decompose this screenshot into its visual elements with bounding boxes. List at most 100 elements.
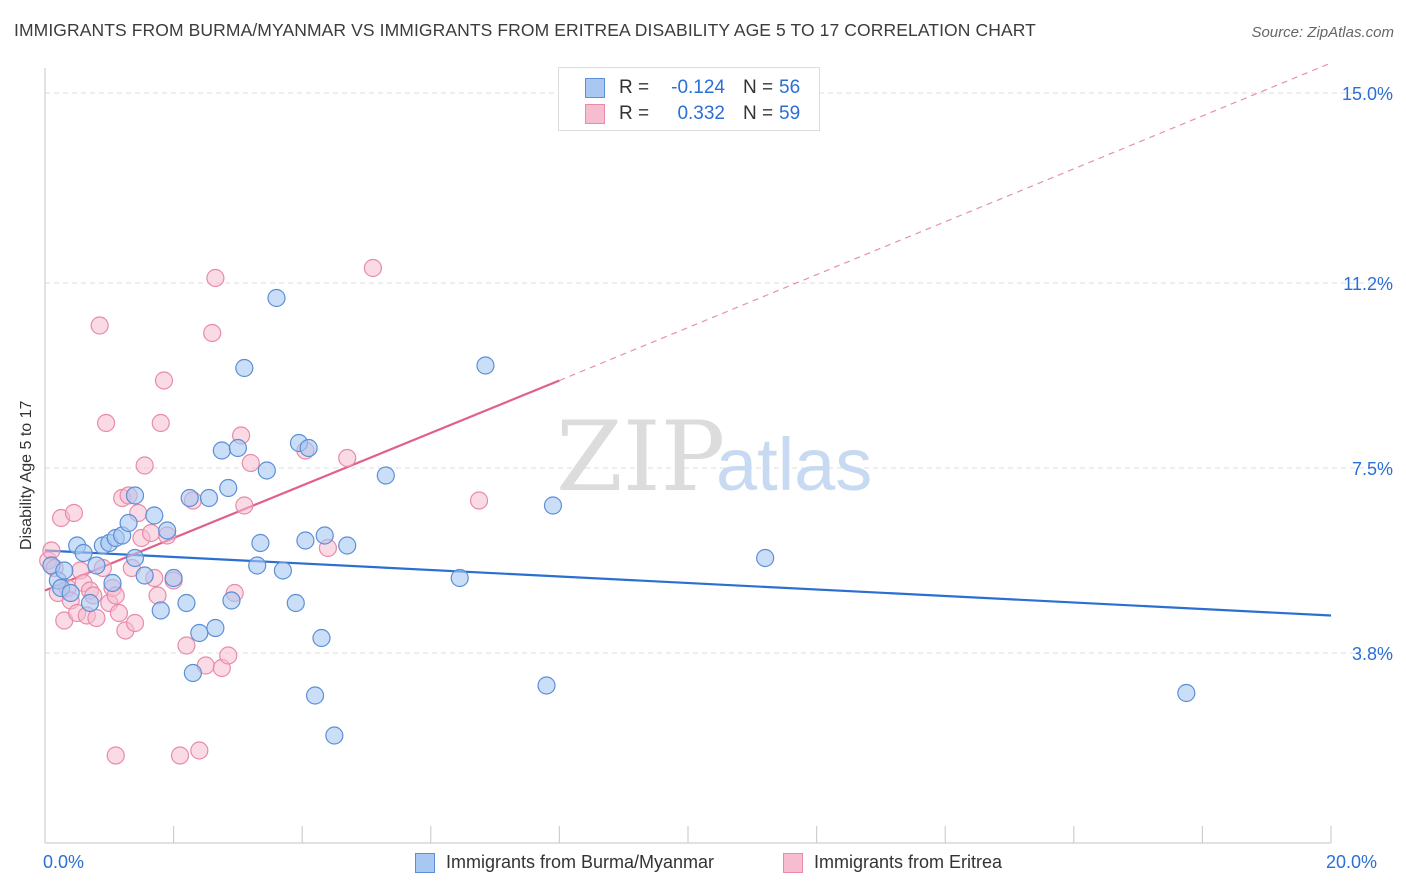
y-tick-label: 3.8% — [1352, 644, 1393, 664]
data-point-burma — [257, 461, 276, 480]
data-point-eritrea — [96, 413, 116, 433]
legend-n-label: N = — [743, 77, 774, 98]
x-tick-label-min: 0.0% — [43, 852, 85, 872]
data-point-eritrea — [135, 456, 154, 475]
legend-n-value-burma: 56 — [779, 77, 801, 98]
data-point-eritrea — [203, 323, 222, 343]
data-point-burma — [55, 561, 74, 580]
data-point-burma — [87, 556, 106, 575]
data-point-burma — [61, 583, 80, 603]
watermark-atlas: atlas — [716, 423, 872, 506]
data-point-burma — [248, 556, 267, 575]
data-point-eritrea — [148, 586, 167, 605]
chart-title: IMMIGRANTS FROM BURMA/MYANMAR VS IMMIGRA… — [14, 20, 1036, 40]
legend-label-burma: Immigrants from Burma/Myanmar — [446, 852, 715, 872]
data-point-eritrea — [109, 603, 129, 623]
y-tick-labels: 3.8% 7.5% 11.2% 15.0% — [1342, 84, 1393, 664]
data-point-eritrea — [235, 496, 254, 515]
legend-swatch-burma — [415, 852, 435, 873]
axes — [44, 68, 1332, 844]
data-point-burma — [299, 438, 318, 458]
series-legend: Immigrants from Burma/Myanmar Immigrants… — [0, 852, 1406, 876]
data-point-burma — [338, 536, 357, 555]
legend-r-value-burma: -0.124 — [671, 77, 725, 98]
data-point-eritrea — [106, 746, 125, 765]
data-point-eritrea — [87, 608, 106, 628]
legend-swatch-eritrea — [585, 104, 605, 124]
legend-n-label: N = — [743, 103, 774, 124]
data-point-burma — [305, 686, 325, 705]
data-point-eritrea — [363, 258, 383, 278]
data-point-burma — [228, 438, 247, 458]
legend-row-burma: R = -0.124 N = 56 — [585, 76, 800, 100]
legend-item-burma[interactable]: Immigrants from Burma/Myanmar — [415, 852, 714, 873]
data-point-burma — [1177, 683, 1196, 703]
y-tick-label: 7.5% — [1352, 459, 1393, 479]
series-burma — [42, 288, 1196, 745]
data-point-eritrea — [170, 746, 190, 765]
data-point-burma — [212, 441, 231, 460]
data-point-burma — [125, 548, 145, 568]
legend-r-value-eritrea: 0.332 — [677, 103, 725, 124]
data-point-eritrea — [469, 491, 489, 510]
trend-lines — [44, 62, 1332, 617]
legend-row-eritrea: R = 0.332 N = 59 — [585, 102, 800, 126]
data-point-burma — [273, 561, 293, 580]
data-point-burma — [103, 573, 122, 593]
data-point-burma — [312, 628, 331, 648]
data-point-burma — [235, 358, 254, 378]
data-point-burma — [219, 478, 238, 498]
legend-n-value-eritrea: 59 — [779, 103, 801, 124]
data-point-burma — [80, 593, 100, 613]
data-point-burma — [177, 593, 196, 613]
data-point-eritrea — [125, 613, 145, 633]
source-label: Source: ZipAtlas.com — [1251, 24, 1394, 41]
data-point-burma — [74, 543, 93, 563]
data-point-burma — [543, 496, 563, 515]
data-point-burma — [537, 676, 556, 695]
x-tick-label-max: 20.0% — [1326, 852, 1378, 872]
y-tick-label: 11.2% — [1343, 274, 1393, 294]
legend-r-label: R = — [619, 77, 650, 98]
legend-swatch-burma — [585, 78, 605, 98]
data-point-eritrea — [190, 741, 209, 760]
data-point-burma — [267, 288, 286, 308]
data-point-burma — [296, 531, 315, 550]
data-point-eritrea — [141, 523, 161, 543]
data-point-eritrea — [241, 453, 260, 473]
legend-swatch-eritrea — [783, 852, 803, 873]
data-point-eritrea — [151, 413, 170, 433]
data-point-burma — [183, 663, 202, 683]
data-point-burma — [756, 548, 775, 568]
data-point-burma — [222, 591, 241, 610]
data-point-burma — [315, 526, 334, 545]
data-point-burma — [145, 506, 164, 525]
data-point-burma — [286, 593, 305, 613]
legend-r-label: R = — [619, 103, 650, 124]
data-point-burma — [376, 466, 395, 485]
data-point-burma — [450, 568, 469, 588]
data-point-burma — [135, 566, 154, 585]
data-point-burma — [251, 533, 270, 553]
data-point-eritrea — [64, 503, 84, 523]
stats-legend: R = -0.124 N = 56 R = 0.332 N = 59 — [558, 67, 820, 131]
data-point-burma — [180, 488, 199, 508]
data-point-eritrea — [219, 646, 238, 665]
y-axis-label: Disability Age 5 to 17 — [18, 400, 35, 550]
legend-label-eritrea: Immigrants from Eritrea — [814, 852, 1003, 872]
data-point-burma — [190, 623, 209, 643]
series-eritrea — [39, 258, 489, 765]
data-point-burma — [158, 521, 177, 540]
data-point-burma — [119, 513, 138, 533]
data-point-eritrea — [206, 268, 225, 288]
legend-item-eritrea[interactable]: Immigrants from Eritrea — [783, 852, 1002, 873]
data-point-burma — [164, 568, 183, 588]
data-point-eritrea — [90, 316, 109, 335]
data-point-burma — [125, 486, 145, 505]
data-point-burma — [151, 601, 170, 620]
trend-line-eritrea — [44, 379, 560, 592]
watermark-zip: ZIP — [556, 401, 725, 513]
data-point-eritrea — [338, 448, 357, 468]
watermark: ZIP atlas — [556, 401, 872, 513]
